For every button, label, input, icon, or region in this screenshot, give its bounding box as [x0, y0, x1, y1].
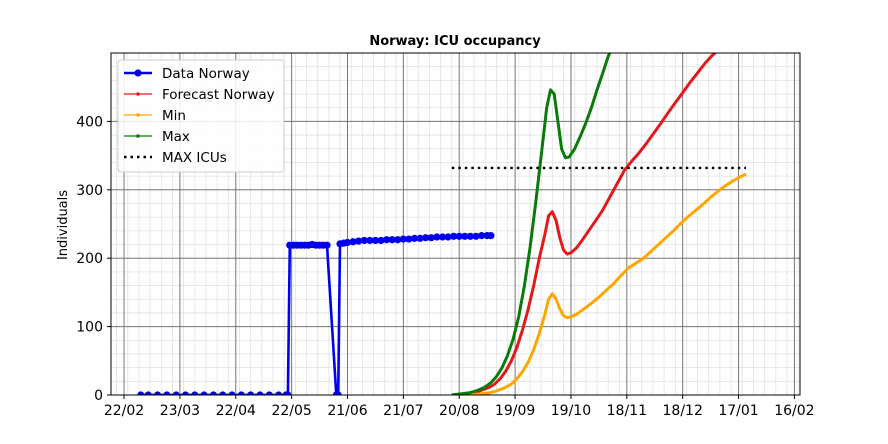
- data-point-data-norway: [284, 391, 292, 395]
- y-axis: 0 100 200 300 400: [76, 114, 111, 404]
- data-point-data-norway: [366, 236, 374, 245]
- data-point-data-norway: [172, 391, 180, 395]
- series-layer: [137, 53, 747, 395]
- data-point-data-norway: [349, 238, 357, 246]
- data-point-data-norway: [383, 236, 391, 244]
- x-tick-label: 23/03: [160, 403, 200, 419]
- data-point-data-norway: [153, 391, 162, 395]
- data-point-data-norway: [256, 391, 264, 395]
- data-point-data-norway: [137, 391, 145, 395]
- data-point-data-norway: [360, 236, 368, 245]
- data-point-data-norway: [181, 391, 190, 395]
- legend-label-max-icus: MAX ICUs: [162, 150, 227, 166]
- series-line-data-norway: [140, 234, 491, 395]
- x-tick-label: 22/04: [216, 403, 256, 419]
- x-tick-label: 17/01: [718, 403, 758, 419]
- data-point-data-norway: [472, 232, 480, 240]
- series-line-min: [451, 172, 747, 395]
- data-point-data-norway: [334, 391, 342, 395]
- data-point-data-norway: [450, 232, 458, 240]
- y-tick-label: 400: [76, 114, 103, 130]
- data-point-data-norway: [191, 391, 199, 395]
- series-line-max: [451, 53, 612, 395]
- data-point-data-norway: [455, 232, 463, 240]
- x-tick-label: 21/07: [383, 403, 423, 419]
- data-point-data-norway: [416, 234, 424, 242]
- data-point-data-norway: [461, 232, 469, 240]
- data-point-data-norway: [466, 232, 474, 240]
- data-point-data-norway: [399, 235, 407, 243]
- legend: Data Norway Forecast Norway Min Max MAX ICUs: [117, 59, 285, 173]
- data-point-data-norway: [394, 236, 402, 244]
- data-point-data-norway: [355, 237, 363, 245]
- data-point-data-norway: [144, 391, 152, 395]
- data-point-data-norway: [274, 391, 283, 395]
- data-point-data-norway: [405, 235, 413, 243]
- data-point-data-norway: [265, 391, 273, 395]
- x-tick-label: 22/05: [271, 403, 311, 419]
- data-point-data-norway: [343, 238, 352, 247]
- data-point-data-norway: [200, 391, 208, 395]
- legend-label-min: Min: [162, 108, 186, 124]
- data-point-data-norway: [438, 233, 447, 241]
- y-tick-label: 200: [76, 251, 103, 267]
- data-point-data-norway: [427, 234, 435, 242]
- y-tick-label: 0: [94, 388, 103, 404]
- chart-title: Norway: ICU occupancy: [369, 34, 541, 49]
- legend-marker-max: [136, 134, 140, 138]
- legend-label-max: Max: [162, 129, 190, 145]
- x-tick-label: 21/06: [327, 403, 367, 419]
- legend-marker-forecast-norway: [136, 92, 140, 96]
- x-tick-label: 19/09: [495, 403, 535, 419]
- legend-box: [117, 59, 285, 173]
- x-tick-label: 16/02: [774, 403, 814, 419]
- data-point-data-norway: [237, 391, 245, 395]
- data-point-data-norway: [219, 391, 227, 395]
- y-tick-label: 100: [76, 320, 103, 336]
- x-tick-label: 18/12: [663, 403, 703, 419]
- data-point-data-norway: [388, 236, 396, 244]
- data-point-data-norway: [228, 391, 236, 395]
- legend-label-data-norway: Data Norway: [162, 66, 250, 82]
- data-point-data-norway: [323, 241, 331, 249]
- data-point-data-norway: [410, 234, 419, 242]
- y-tick-label: 300: [76, 183, 103, 199]
- x-tick-label: 19/10: [551, 403, 591, 419]
- y-axis-label: Individuals: [56, 190, 71, 260]
- x-tick-label: 22/02: [104, 403, 144, 419]
- series-line-forecast-norway: [451, 53, 718, 395]
- data-point-data-norway: [247, 391, 255, 395]
- legend-label-forecast-norway: Forecast Norway: [162, 87, 275, 103]
- x-tick-label: 20/08: [439, 403, 479, 419]
- plot-frame: [110, 52, 801, 396]
- data-point-data-norway: [487, 232, 495, 240]
- legend-marker-data-norway: [134, 69, 142, 77]
- data-point-data-norway: [377, 236, 385, 245]
- major-grid: [111, 53, 800, 396]
- data-point-data-norway: [422, 234, 430, 242]
- x-tick-label: 18/11: [607, 403, 647, 419]
- data-point-data-norway: [209, 391, 218, 395]
- data-point-data-norway: [444, 233, 452, 241]
- data-point-data-norway: [371, 236, 380, 245]
- x-axis: 22/02 23/03 22/04 22/05 21/06 21/07 20/08 19/09…: [104, 395, 815, 419]
- data-point-data-norway: [433, 233, 441, 241]
- legend-marker-min: [136, 113, 140, 117]
- data-point-data-norway: [163, 391, 171, 395]
- data-point-data-norway: [477, 232, 486, 240]
